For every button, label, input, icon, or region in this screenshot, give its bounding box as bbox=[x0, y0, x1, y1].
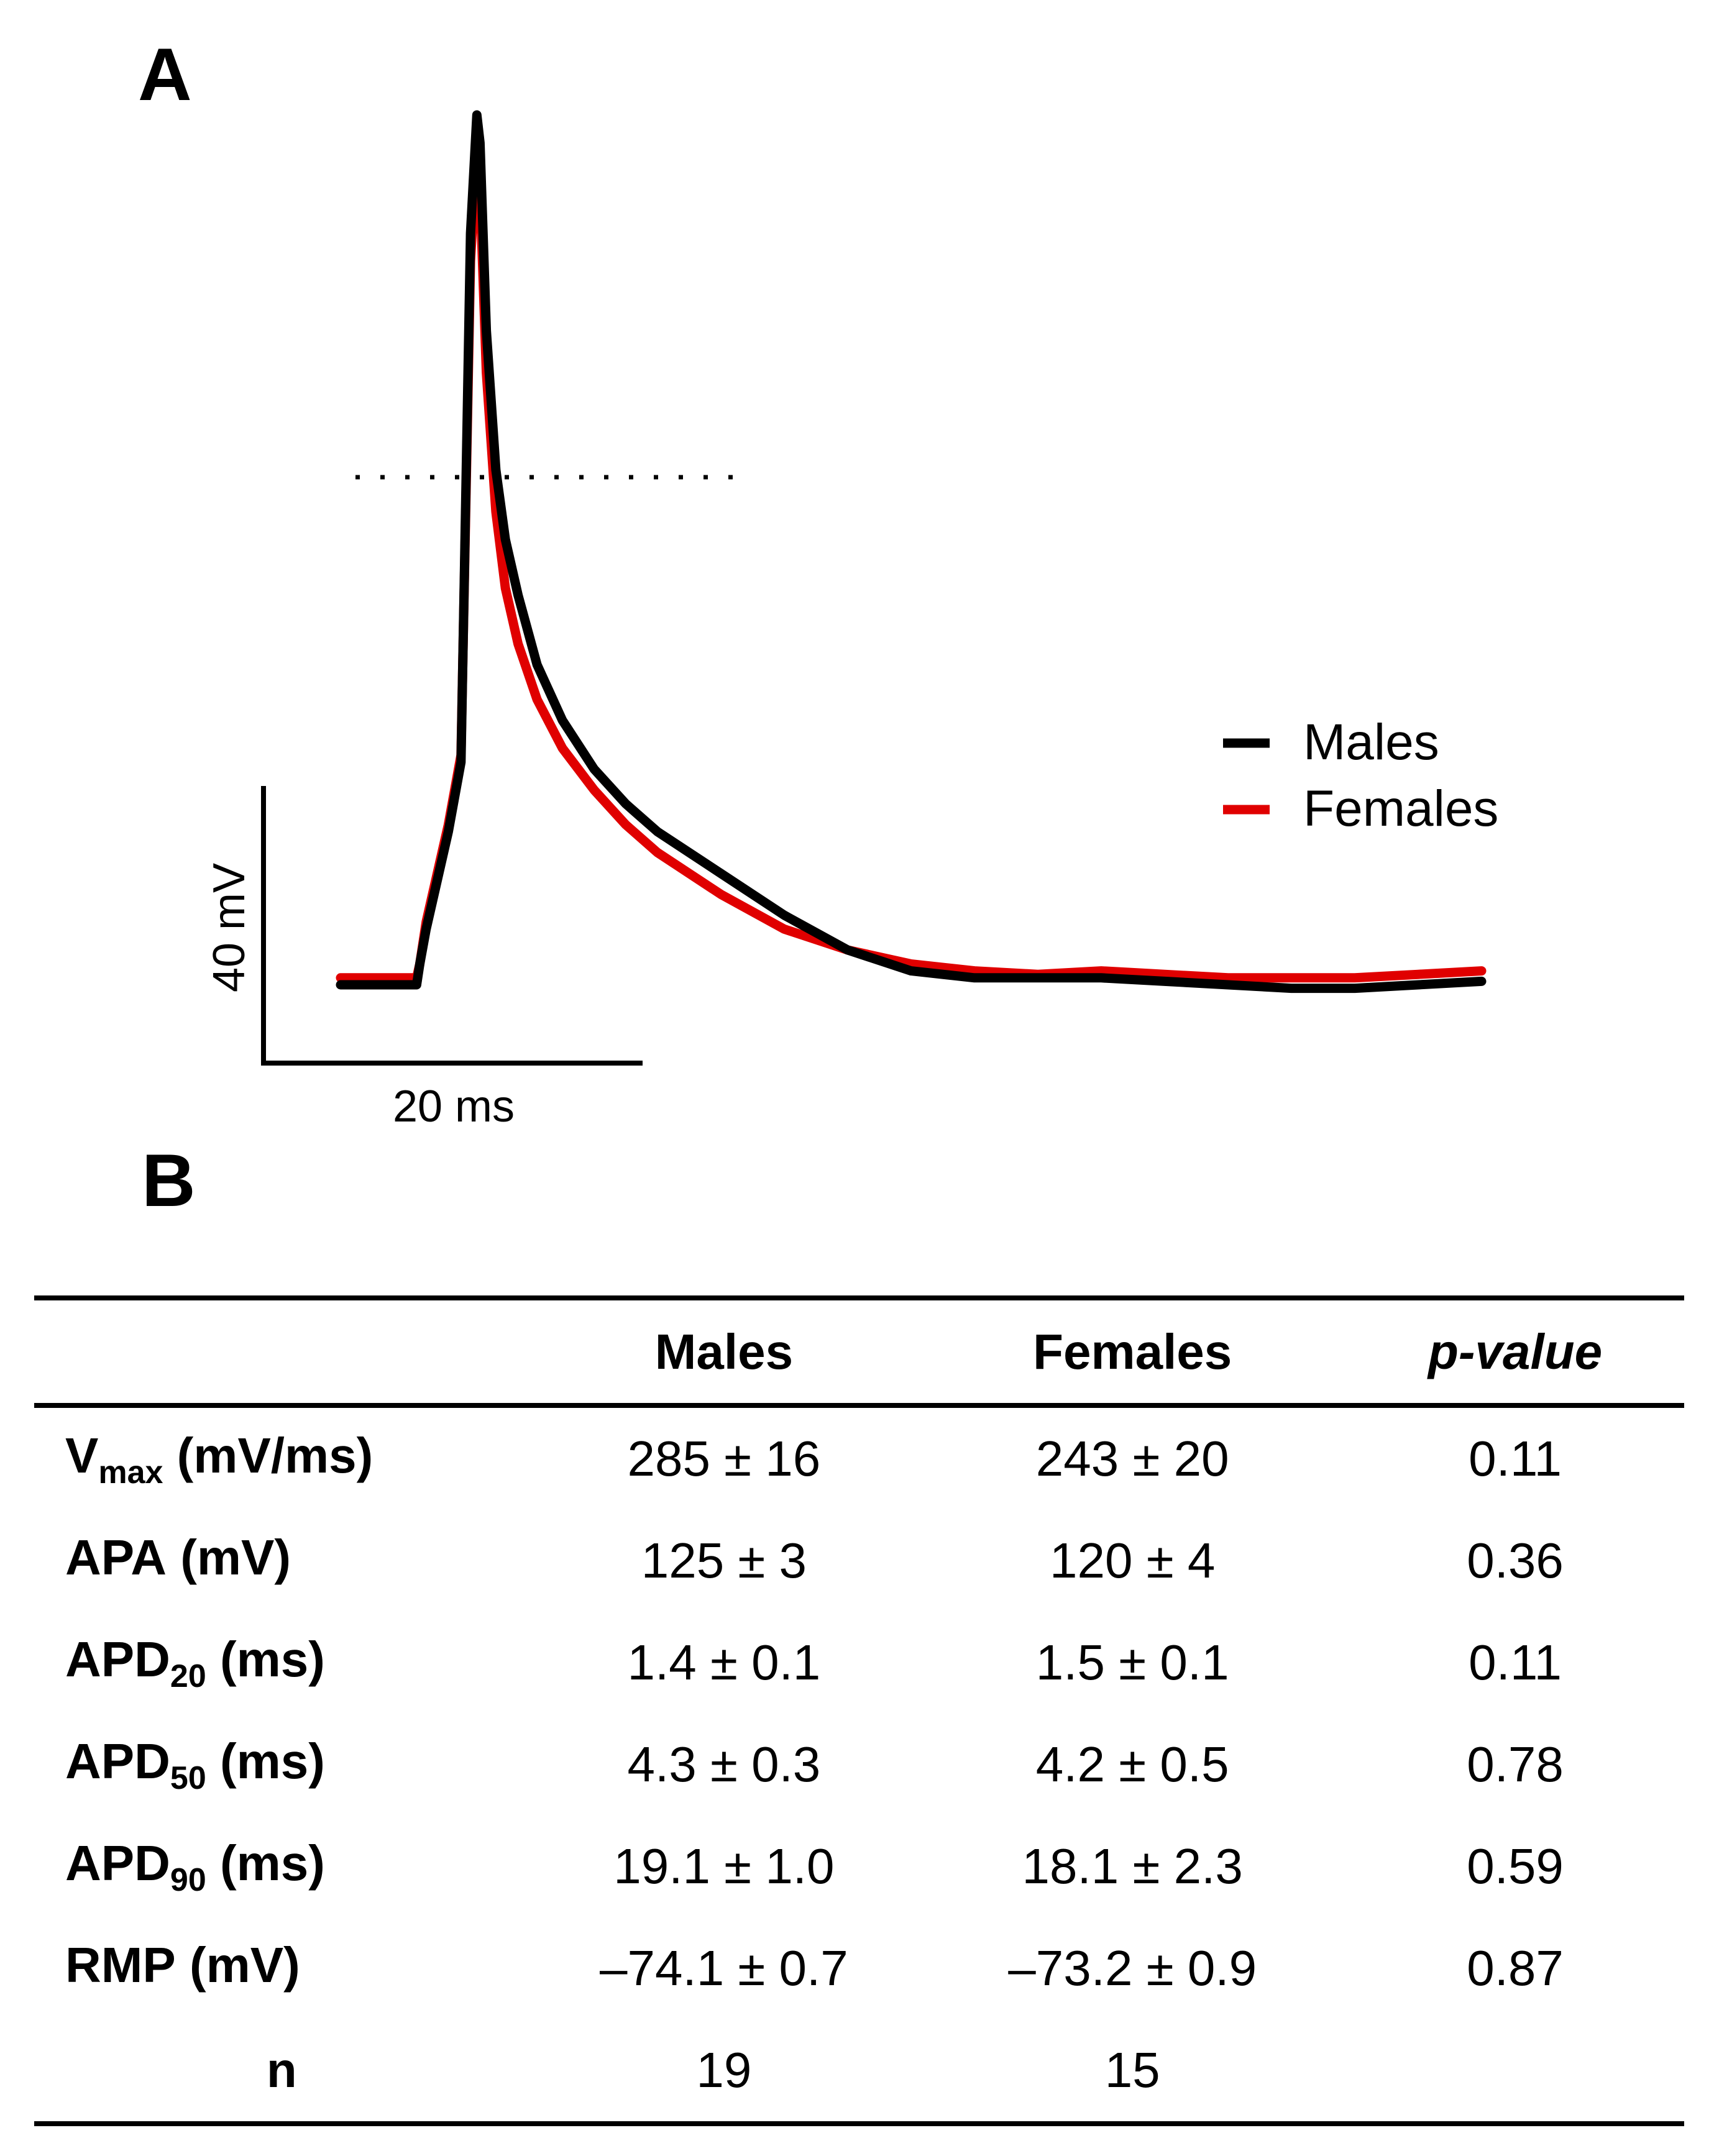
males-value: 285 ± 16 bbox=[627, 1431, 821, 1486]
scale-bar-x-label: 20 ms bbox=[393, 1082, 515, 1131]
p-value: 0.78 bbox=[1467, 1737, 1564, 1792]
females-value: 243 ± 20 bbox=[1035, 1431, 1229, 1486]
table-row-n: n 19 15 bbox=[34, 2019, 1684, 2126]
header-females: Females bbox=[919, 1295, 1347, 1408]
header-p-value: p-value bbox=[1346, 1295, 1684, 1408]
trace-males bbox=[336, 110, 1487, 993]
p-value: 0.87 bbox=[1467, 1940, 1564, 1996]
param-name: APD bbox=[65, 1835, 170, 1891]
panel-b-label: B bbox=[142, 1139, 196, 1222]
param-subscript: 90 bbox=[170, 1861, 206, 1898]
param-cell: Vmax (mV/ms) bbox=[34, 1405, 529, 1510]
trace-group bbox=[336, 110, 1487, 993]
panel-a-label: A bbox=[138, 33, 192, 116]
param-name: V bbox=[65, 1427, 99, 1483]
param-name: APA bbox=[65, 1529, 167, 1585]
scale-bar-y-label: 40 mV bbox=[204, 863, 254, 992]
n-males: 19 bbox=[529, 2019, 919, 2126]
n-label: n bbox=[34, 2019, 529, 2126]
param-cell: RMP (mV) bbox=[34, 1917, 529, 2019]
males-value: 1.4 ± 0.1 bbox=[627, 1635, 821, 1690]
males-value: 4.3 ± 0.3 bbox=[627, 1737, 821, 1792]
p-value: 0.36 bbox=[1467, 1533, 1564, 1588]
stats-table: Males Females p-value Vmax (mV/ms) 285 ± … bbox=[34, 1295, 1684, 2126]
param-name: APD bbox=[65, 1631, 170, 1687]
legend-label-males: Males bbox=[1303, 714, 1439, 770]
param-unit: (ms) bbox=[206, 1733, 325, 1789]
param-name: RMP bbox=[65, 1937, 176, 1993]
action-potential-chart: 40 mV 20 ms Males Females bbox=[204, 110, 1498, 1131]
n-p bbox=[1346, 2019, 1684, 2126]
p-value: 0.11 bbox=[1469, 1635, 1562, 1690]
param-unit: (ms) bbox=[206, 1631, 325, 1687]
n-females: 15 bbox=[919, 2019, 1347, 2126]
param-subscript: 50 bbox=[170, 1760, 206, 1796]
legend-label-females: Females bbox=[1303, 780, 1498, 837]
females-value: 1.5 ± 0.1 bbox=[1035, 1635, 1229, 1690]
param-unit: (ms) bbox=[206, 1835, 325, 1891]
table-row: Vmax (mV/ms) 285 ± 16 243 ± 20 0.11 bbox=[34, 1405, 1684, 1510]
param-unit: (mV) bbox=[175, 1937, 300, 1993]
table-row: APA (mV) 125 ± 3 120 ± 4 0.36 bbox=[34, 1510, 1684, 1612]
param-cell: APD20 (ms) bbox=[34, 1612, 529, 1714]
males-value: 19.1 ± 1.0 bbox=[613, 1839, 835, 1894]
table-header-row: Males Females p-value bbox=[34, 1295, 1684, 1408]
param-unit: (mV) bbox=[166, 1529, 291, 1585]
females-value: 120 ± 4 bbox=[1050, 1533, 1216, 1588]
p-value: 0.59 bbox=[1467, 1839, 1564, 1894]
param-subscript: max bbox=[98, 1454, 163, 1491]
table-row: APD20 (ms) 1.4 ± 0.1 1.5 ± 0.1 0.11 bbox=[34, 1612, 1684, 1714]
table-row: RMP (mV) –74.1 ± 0.7 –73.2 ± 0.9 0.87 bbox=[34, 1917, 1684, 2019]
table-row: APD90 (ms) 19.1 ± 1.0 18.1 ± 2.3 0.59 bbox=[34, 1816, 1684, 1917]
param-cell: APD90 (ms) bbox=[34, 1816, 529, 1917]
param-cell: APD50 (ms) bbox=[34, 1714, 529, 1816]
header-males: Males bbox=[529, 1295, 919, 1408]
females-value: –73.2 ± 0.9 bbox=[1008, 1940, 1257, 1996]
param-name: APD bbox=[65, 1733, 170, 1789]
param-subscript: 20 bbox=[170, 1658, 206, 1694]
males-value: –74.1 ± 0.7 bbox=[600, 1940, 848, 1996]
table-row: APD50 (ms) 4.3 ± 0.3 4.2 ± 0.5 0.78 bbox=[34, 1714, 1684, 1816]
param-unit: (mV/ms) bbox=[163, 1427, 374, 1483]
females-value: 18.1 ± 2.3 bbox=[1022, 1839, 1243, 1894]
females-value: 4.2 ± 0.5 bbox=[1035, 1737, 1229, 1792]
p-value: 0.11 bbox=[1469, 1431, 1562, 1486]
legend: Males Females bbox=[1223, 714, 1498, 837]
header-blank bbox=[34, 1295, 529, 1408]
males-value: 125 ± 3 bbox=[641, 1533, 807, 1588]
param-cell: APA (mV) bbox=[34, 1510, 529, 1612]
